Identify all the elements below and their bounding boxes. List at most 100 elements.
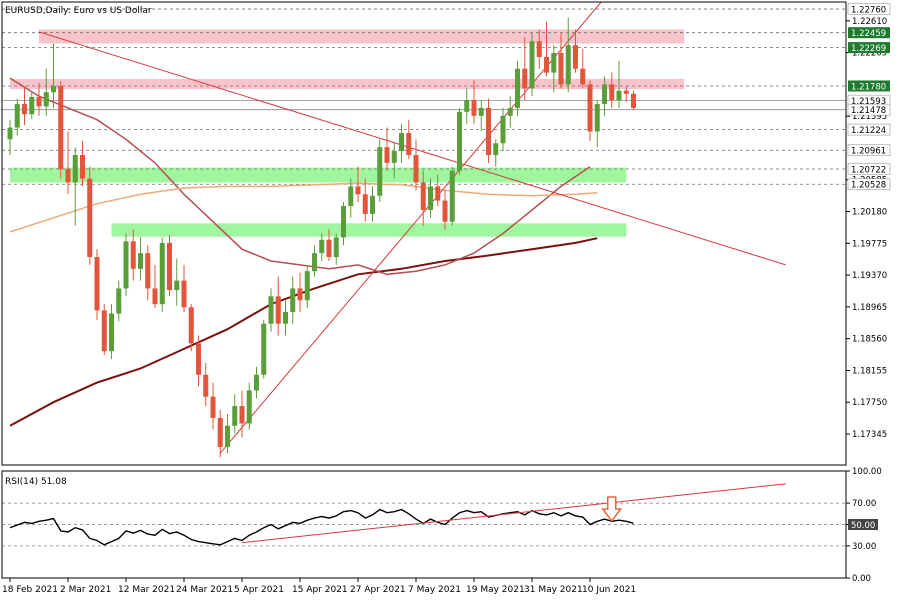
y-tick-label: 1.18965	[852, 303, 887, 313]
rsi-y-tick-label: 30.00	[852, 542, 876, 552]
candle-body	[159, 242, 165, 305]
candle	[442, 190, 448, 230]
candle-body	[36, 96, 42, 107]
x-tick-label: 7 May 2021	[408, 585, 461, 595]
trendline	[219, 2, 602, 454]
candle	[196, 335, 201, 387]
candle-body	[420, 182, 426, 210]
candle	[391, 143, 397, 179]
candle-body	[580, 68, 586, 85]
candle	[254, 366, 259, 399]
candle-body	[449, 170, 455, 222]
price-line-tag: 1.21593	[851, 97, 886, 107]
candle-body	[65, 169, 71, 183]
y-tick-label: 1.21395	[852, 112, 887, 122]
candle-body	[551, 53, 557, 73]
rsi-level-tag: 50.00	[851, 521, 875, 531]
candle	[522, 37, 528, 101]
candle	[486, 98, 491, 163]
price-line-tag: 1.21780	[851, 82, 886, 92]
chart-title: EURUSD,Daily: Euro vs US Dollar	[5, 6, 152, 16]
candle	[109, 304, 114, 360]
y-tick-label: 1.22205	[852, 49, 887, 59]
candle-body	[51, 85, 56, 93]
candle	[420, 170, 426, 226]
candle	[130, 229, 136, 281]
x-tick-label: 24 Mar 2021	[176, 585, 233, 595]
candle-body	[623, 90, 629, 94]
price-zones-layer	[10, 29, 685, 237]
candle	[464, 88, 470, 124]
candle-body	[464, 100, 470, 112]
moving-average-line	[9, 237, 598, 427]
rsi-line	[9, 508, 634, 546]
candle-body	[413, 155, 419, 183]
candle	[43, 68, 49, 116]
candle-body	[370, 195, 375, 214]
price-line-tag: 1.22459	[851, 29, 886, 39]
price-line-tag: 1.22760	[851, 6, 886, 16]
candle-body	[406, 133, 412, 156]
candle	[377, 139, 383, 203]
price-line-tag-bg	[848, 27, 890, 39]
candle-body	[319, 239, 325, 254]
candle	[558, 33, 564, 89]
x-tick-label: 27 Apr 2021	[350, 585, 406, 595]
candle-body	[181, 280, 187, 308]
candle	[58, 81, 64, 179]
candle	[631, 90, 636, 110]
resistance-zone	[10, 78, 685, 90]
candle-body	[362, 194, 368, 214]
y-tick-label: 1.18155	[852, 366, 887, 376]
candle-body	[130, 241, 136, 269]
candle-body	[232, 406, 238, 426]
candle	[14, 98, 20, 136]
candle	[283, 300, 288, 336]
rsi-title: RSI(14) 51.08	[5, 477, 67, 487]
candle	[145, 245, 151, 301]
candle-body	[203, 374, 209, 397]
candle-body	[515, 68, 520, 108]
price-line-tag: 1.20961	[851, 147, 886, 157]
candle-body	[478, 107, 484, 116]
candle-body	[500, 115, 506, 144]
candle	[478, 100, 484, 132]
rsi-y-tick-label: 70.00	[852, 499, 876, 509]
candle-body	[594, 104, 600, 132]
candle-body	[275, 296, 281, 324]
rsi-y-tick-label: 100.00	[852, 467, 882, 477]
y-tick-label: 1.22610	[852, 17, 887, 27]
candle-body	[348, 186, 354, 207]
x-tick-label: 15 Apr 2021	[292, 585, 348, 595]
candle	[609, 72, 615, 108]
candle	[544, 21, 549, 77]
x-tick-label: 5 Apr 2021	[234, 585, 284, 595]
candle	[80, 140, 85, 187]
candle	[428, 178, 433, 218]
candle	[210, 382, 216, 430]
candle-body	[616, 90, 622, 101]
candle	[457, 107, 462, 175]
y-tick-label: 1.17345	[852, 430, 887, 440]
candle	[355, 166, 361, 203]
candle	[551, 45, 557, 93]
candle-body	[261, 323, 267, 375]
candle-body	[43, 92, 49, 107]
candle-body	[609, 84, 615, 101]
candle-body	[493, 143, 499, 156]
candle-body	[101, 310, 107, 352]
candle-body	[565, 45, 571, 85]
price-line-tag-bg	[847, 3, 891, 15]
candle-body	[254, 374, 259, 391]
x-tick-label: 10 Jun 2021	[582, 585, 636, 595]
candle-body	[312, 253, 317, 272]
candle-body	[326, 239, 332, 258]
candle	[435, 174, 441, 207]
candle-body	[7, 127, 13, 140]
moving-average-line	[9, 182, 598, 233]
candle	[217, 410, 223, 458]
candle	[529, 33, 535, 97]
candle-body	[522, 68, 528, 89]
